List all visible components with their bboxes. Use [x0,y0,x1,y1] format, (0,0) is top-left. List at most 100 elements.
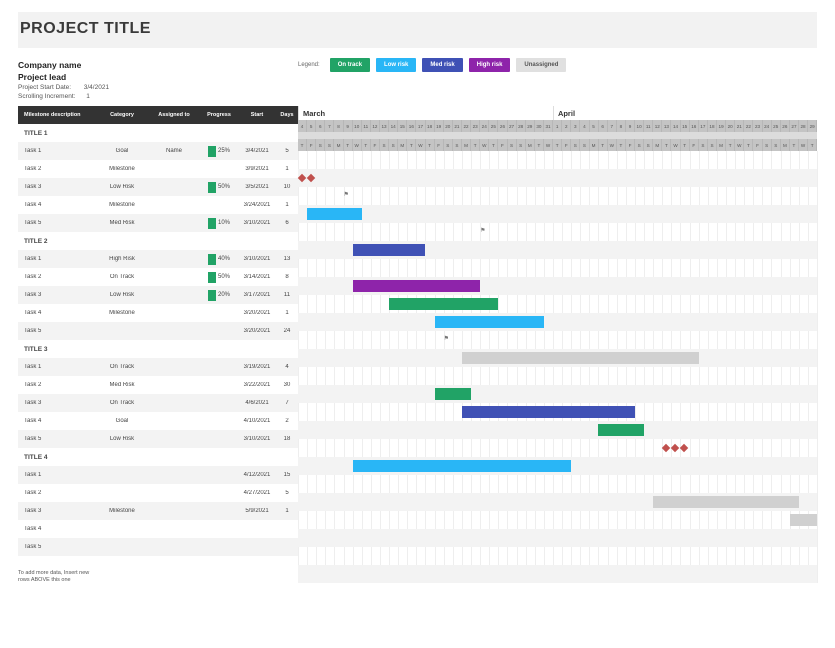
gantt-bar[interactable] [435,388,471,400]
day-number: 19 [435,120,444,132]
day-number: 23 [753,120,762,132]
day-number: 21 [453,120,462,132]
gantt-bar[interactable] [653,496,799,508]
meta-scroll-inc: Scrolling Increment: 1 [18,93,298,100]
table-row[interactable]: Task 3On Track4/6/20217 [18,394,298,412]
table-row[interactable]: Task 1High Risk40%3/10/202113 [18,250,298,268]
day-number: 15 [681,120,690,132]
footer-note: To add more data, Insert newrows ABOVE t… [18,570,298,583]
cell-desc: Task 4 [18,202,96,208]
table-row[interactable]: Task 5 [18,538,298,556]
section-title[interactable]: TITLE 1 [18,124,298,142]
day-number: 30 [535,120,544,132]
day-number: 8 [617,120,626,132]
day-of-week: T [426,139,435,151]
table-row[interactable]: Task 1On Track3/19/20214 [18,358,298,376]
table-row[interactable]: Task 2Milestone3/9/20211 [18,160,298,178]
day-number: 6 [599,120,608,132]
cell-category: Low Risk [96,436,148,442]
table-row[interactable]: Task 3Low Risk50%3/5/202110 [18,178,298,196]
section-title[interactable]: TITLE 2 [18,232,298,250]
project-title: PROJECT TITLE [20,20,811,38]
gantt-row [298,295,817,313]
title-bar: PROJECT TITLE [18,12,817,48]
day-number: 21 [735,120,744,132]
gantt-bar[interactable] [462,352,699,364]
table-row[interactable]: Task 4Milestone3/24/20211 [18,196,298,214]
gantt-bar[interactable] [307,208,362,220]
progress-chip [208,182,216,193]
day-number: 18 [426,120,435,132]
gantt-row [298,169,817,187]
gantt-bar[interactable] [389,298,498,310]
table-row[interactable]: Task 4Milestone3/20/20211 [18,304,298,322]
gantt-bar[interactable] [435,316,544,328]
table-row[interactable]: Task 5Low Risk3/10/202118 [18,430,298,448]
section-title-label: TITLE 1 [18,130,96,137]
cell-category: On Track [96,274,148,280]
gantt-bar[interactable] [790,514,817,526]
cell-category: On Track [96,364,148,370]
section-title[interactable]: TITLE 4 [18,448,298,466]
table-row[interactable]: Task 4 [18,520,298,538]
cell-category: Milestone [96,166,148,172]
table-row[interactable]: Task 4Goal4/10/20212 [18,412,298,430]
cell-desc: Task 1 [18,472,96,478]
gantt-timeline[interactable]: MarchApril 45678910111213141516171819202… [298,106,817,583]
cell-category: On Track [96,400,148,406]
cell-days: 11 [276,292,298,298]
cell-days: 24 [276,328,298,334]
day-number: 17 [416,120,425,132]
cell-start: 3/10/2021 [238,256,276,262]
table-row[interactable]: Task 14/12/202115 [18,466,298,484]
gantt-row [298,511,817,529]
gantt-row [298,313,817,331]
gantt-row [298,421,817,439]
th-start: Start [238,112,276,118]
day-of-week: T [298,139,307,151]
day-number: 28 [799,120,808,132]
day-of-week: S [580,139,589,151]
table-row[interactable]: Task 24/27/20215 [18,484,298,502]
legend-label: Legend: [298,62,320,68]
gantt-bar[interactable] [353,280,480,292]
table-row[interactable]: Task 3Low Risk20%3/17/202111 [18,286,298,304]
table-row[interactable]: Task 3Milestone5/9/20211 [18,502,298,520]
cell-days: 6 [276,220,298,226]
table-row[interactable]: Task 2Med Risk3/22/202130 [18,376,298,394]
table-row[interactable]: Task 2On Track50%3/14/20218 [18,268,298,286]
cell-days: 1 [276,166,298,172]
gantt-row: ⚑ [298,331,817,349]
day-of-week: M [781,139,790,151]
gantt-bar[interactable] [353,244,426,256]
legend-item-3: High risk [469,58,511,72]
cell-start: 3/24/2021 [238,202,276,208]
day-number: 20 [726,120,735,132]
table-row[interactable]: Task 53/20/202124 [18,322,298,340]
gantt-row [298,241,817,259]
gantt-bar[interactable] [598,424,644,436]
day-of-week: S [325,139,334,151]
gantt-bar[interactable] [462,406,635,418]
table-row[interactable]: Task 1GoalName25%3/4/20215 [18,142,298,160]
section-title[interactable]: TITLE 3 [18,340,298,358]
cell-progress: 50% [200,182,238,193]
gantt-row [298,457,817,475]
gantt-bar[interactable] [353,460,572,472]
day-of-week: W [608,139,617,151]
legend-item-0: On track [330,58,370,72]
cell-days: 1 [276,508,298,514]
day-number: 3 [571,120,580,132]
day-of-week: F [562,139,571,151]
cell-progress: 50% [200,272,238,283]
day-number: 1 [553,120,562,132]
day-number: 16 [407,120,416,132]
gantt-row-title [298,151,817,169]
gantt-row [298,529,817,547]
gantt-row [298,205,817,223]
th-cat: Category [96,112,148,118]
cell-desc: Task 5 [18,436,96,442]
table-row[interactable]: Task 5Med Risk10%3/10/20216 [18,214,298,232]
day-of-week: S [444,139,453,151]
cell-start: 3/20/2021 [238,310,276,316]
